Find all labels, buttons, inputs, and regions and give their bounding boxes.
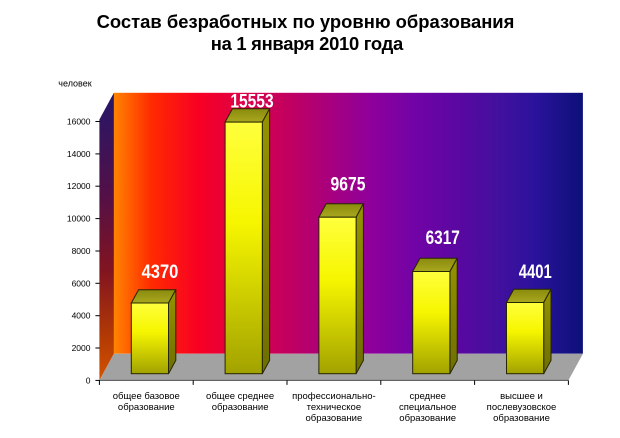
svg-text:специальное: специальное bbox=[399, 402, 457, 413]
svg-text:человек: человек bbox=[58, 79, 91, 89]
svg-text:4000: 4000 bbox=[72, 311, 91, 321]
svg-text:общее среднее: общее среднее bbox=[206, 391, 274, 402]
svg-text:10000: 10000 bbox=[67, 214, 91, 224]
svg-text:9675: 9675 bbox=[331, 175, 366, 196]
svg-text:Состав безработных по уровню о: Состав безработных по уровню образования bbox=[97, 11, 515, 32]
svg-text:высшее и: высшее и bbox=[500, 391, 543, 402]
svg-text:среднее: среднее bbox=[409, 391, 445, 402]
svg-text:12000: 12000 bbox=[67, 181, 91, 191]
svg-text:техническое: техническое bbox=[307, 402, 361, 413]
svg-text:общее базовое: общее базовое bbox=[113, 391, 180, 402]
svg-text:профессионально-: профессионально- bbox=[292, 391, 376, 402]
svg-text:4370: 4370 bbox=[142, 262, 179, 283]
svg-text:образование: образование bbox=[118, 402, 175, 413]
svg-text:4401: 4401 bbox=[519, 262, 552, 283]
svg-text:образование: образование bbox=[493, 413, 550, 424]
svg-text:14000: 14000 bbox=[67, 149, 91, 159]
svg-text:образование: образование bbox=[399, 413, 456, 424]
svg-text:2000: 2000 bbox=[72, 343, 91, 353]
svg-text:послевузовское: послевузовское bbox=[487, 402, 557, 413]
svg-text:16000: 16000 bbox=[67, 117, 91, 127]
svg-text:на 1 января 2010 года: на 1 января 2010 года bbox=[211, 33, 404, 54]
svg-text:6317: 6317 bbox=[426, 228, 460, 249]
svg-text:15553: 15553 bbox=[230, 91, 273, 112]
svg-text:6000: 6000 bbox=[72, 278, 91, 288]
svg-text:8000: 8000 bbox=[72, 246, 91, 256]
svg-text:образование: образование bbox=[306, 413, 363, 424]
svg-text:образование: образование bbox=[212, 402, 269, 413]
svg-text:0: 0 bbox=[86, 375, 91, 385]
